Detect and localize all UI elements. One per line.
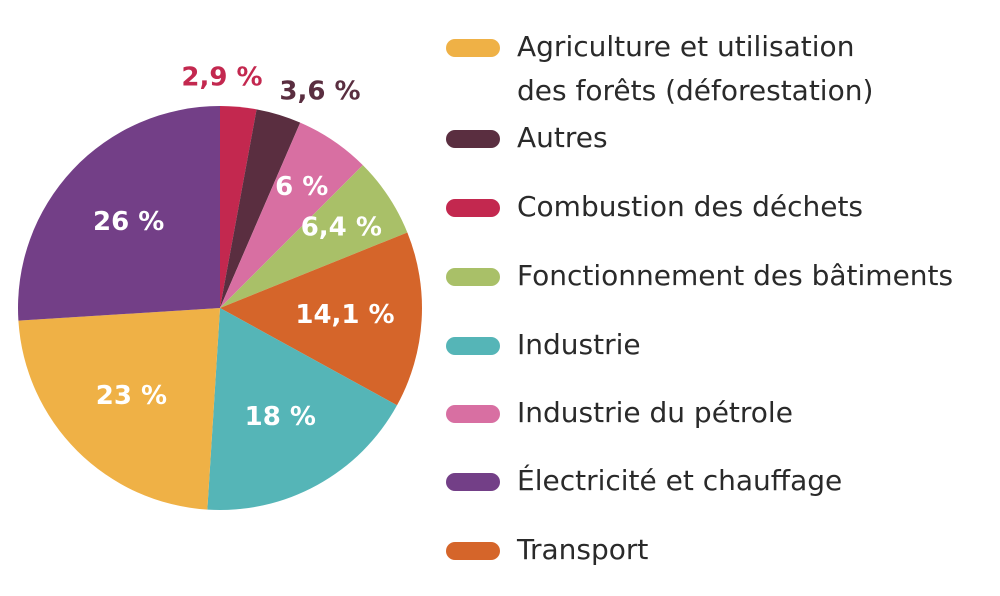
pie-slice-6 <box>207 308 398 510</box>
slice-value-label: 3,6 % <box>279 77 360 107</box>
legend-label: Transport <box>516 533 648 566</box>
pie-value-labels: 2,9 % 3,6 % 6 % 6,4 % 14,1 % 18 % 23 % 26 % <box>93 63 395 433</box>
legend-item: Fonctionnement des bâtiments <box>446 259 953 292</box>
pie-slices <box>18 106 422 510</box>
legend-item: Transport <box>446 533 648 566</box>
legend-item: Industrie <box>446 328 641 361</box>
pie-slice-7 <box>18 308 221 510</box>
slice-value-label: 23 % <box>96 381 167 411</box>
legend-item: Industrie du pétrole <box>446 396 793 429</box>
legend-swatch <box>446 337 500 355</box>
slice-value-label: 26 % <box>93 207 164 237</box>
legend-label: Électricité et chauffage <box>517 463 842 497</box>
legend-swatch <box>446 130 500 148</box>
slice-value-label: 18 % <box>245 402 316 432</box>
legend-swatch <box>446 473 500 491</box>
pie-slice-2 <box>220 109 301 308</box>
legend-label: des forêts (déforestation) <box>517 74 873 107</box>
legend-label: Industrie <box>517 328 641 361</box>
pie-slice-1 <box>220 106 257 308</box>
pie-slice-3 <box>220 122 363 308</box>
slice-value-label: 6,4 % <box>301 212 382 242</box>
slice-value-label: 2,9 % <box>181 63 262 93</box>
legend-item: Électricité et chauffage <box>446 463 842 497</box>
legend-label: Industrie du pétrole <box>517 396 793 429</box>
legend-swatch <box>446 199 500 217</box>
legend-item: Autres <box>446 121 608 154</box>
legend-item: Agriculture et utilisation des forêts (dé… <box>446 30 873 107</box>
legend-swatch <box>446 542 500 560</box>
legend-label: Agriculture et utilisation <box>517 30 854 63</box>
slice-value-label: 6 % <box>275 172 328 202</box>
legend-item: Combustion des déchets <box>446 190 863 223</box>
pie-slice-4 <box>220 165 408 308</box>
legend: Agriculture et utilisation des forêts (dé… <box>446 30 953 566</box>
slice-value-label: 14,1 % <box>295 300 394 330</box>
legend-swatch <box>446 268 500 286</box>
legend-swatch <box>446 405 500 423</box>
legend-swatch <box>446 39 500 57</box>
pie-slice-5 <box>220 232 422 406</box>
pie-slice-8 <box>18 106 220 321</box>
legend-label: Autres <box>517 121 608 154</box>
legend-label: Fonctionnement des bâtiments <box>517 259 953 292</box>
legend-label: Combustion des déchets <box>517 190 863 223</box>
